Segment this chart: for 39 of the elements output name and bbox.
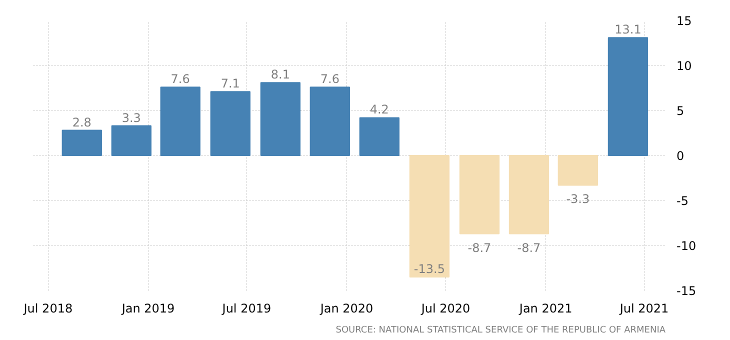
y-tick-label: -10	[676, 239, 696, 253]
y-tick-label: 10	[676, 59, 692, 73]
bar	[359, 117, 400, 156]
data-label: -8.7	[468, 240, 492, 255]
data-label: 13.1	[614, 22, 642, 37]
bar	[111, 125, 152, 156]
data-label: 4.2	[370, 102, 389, 117]
source-note: SOURCE: NATIONAL STATISTICAL SERVICE OF THE REPUBLIC OF ARMENIA	[336, 326, 666, 336]
y-tick-label: 0	[676, 149, 684, 163]
data-label: 8.1	[270, 68, 290, 82]
bar	[160, 86, 200, 156]
bar	[210, 91, 250, 156]
data-label: 2.8	[72, 115, 92, 130]
data-label: 3.3	[122, 110, 141, 125]
data-label: 7.1	[220, 76, 240, 91]
bar	[310, 86, 350, 156]
x-tick-label: Jul 2021	[618, 302, 669, 316]
x-tick-label: Jan 2020	[319, 302, 374, 316]
data-label: 7.6	[170, 72, 190, 86]
x-tick-label: Jan 2019	[120, 302, 175, 316]
bar	[508, 155, 550, 234]
data-label: -13.5	[414, 262, 445, 276]
data-label: -8.7	[517, 240, 541, 255]
bar	[608, 37, 648, 156]
data-label: -3.3	[566, 192, 590, 206]
bar	[62, 130, 102, 156]
y-tick-label: -5	[676, 194, 688, 208]
bar	[409, 155, 450, 278]
data-label: 7.6	[320, 72, 340, 86]
y-tick-label: 15	[676, 14, 692, 28]
y-tick-label: 5	[676, 104, 684, 118]
x-tick-label: Jul 2020	[420, 302, 470, 316]
bar	[459, 155, 500, 234]
x-tick-label: Jul 2018	[22, 302, 73, 316]
bar	[260, 82, 301, 156]
x-tick-label: Jul 2019	[221, 302, 272, 316]
x-tick-label: Jan 2021	[518, 302, 572, 316]
y-tick-label: -15	[676, 284, 696, 298]
bar	[558, 155, 598, 186]
